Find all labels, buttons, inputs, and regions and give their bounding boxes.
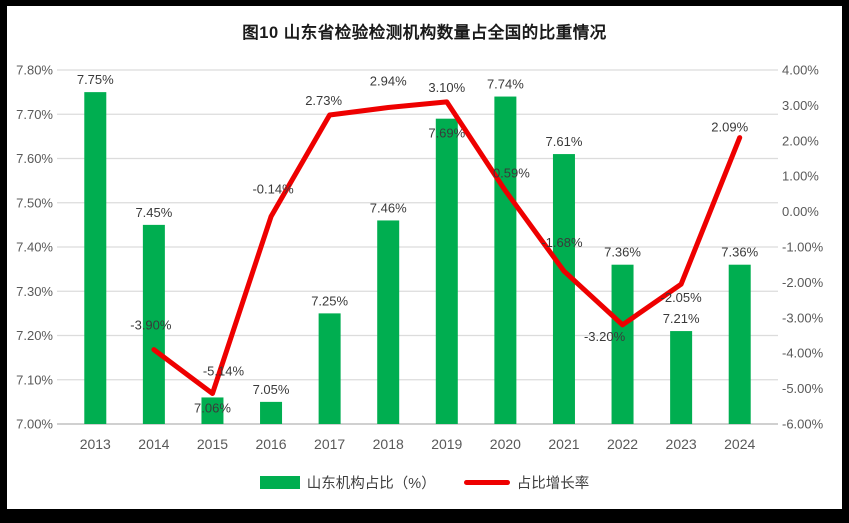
line-value-label: -0.14% [252, 182, 294, 197]
x-axis-label: 2023 [666, 436, 697, 452]
line-value-label: 3.10% [428, 80, 465, 95]
line-value-label: -5.14% [203, 364, 245, 379]
bar-2019 [435, 118, 458, 425]
bar-2017 [318, 313, 341, 424]
x-axis-label: 2015 [197, 436, 228, 452]
right-axis-tick-label: 0.00% [782, 204, 819, 219]
bar-2014 [142, 224, 165, 424]
x-axis-label: 2017 [314, 436, 345, 452]
right-axis-tick-label: -1.00% [782, 240, 824, 255]
bar-value-label: 7.46% [370, 200, 407, 215]
bar-value-label: 7.45% [135, 205, 172, 220]
bar-2024 [728, 264, 751, 424]
chart-page: 图10 山东省检验检测机构数量占全国的比重情况 7.80% 7.70% 7.60% 7… [7, 6, 842, 509]
bar-2018 [377, 220, 400, 424]
right-axis-tick-label: 1.00% [782, 169, 819, 184]
growth-rate-line [151, 99, 743, 397]
line-series-swatch-icon [463, 480, 510, 485]
left-axis-tick-label: 7.10% [16, 372, 53, 387]
left-axis-tick-label: 7.80% [16, 63, 53, 78]
bar-value-label: 7.61% [546, 134, 583, 149]
right-axis-tick-label: -3.00% [782, 310, 824, 325]
line-value-label: -2.05% [661, 290, 703, 305]
left-axis-tick-label: 7.40% [16, 240, 53, 255]
bar-value-label: 7.36% [604, 245, 641, 260]
line-value-label: 0.59% [493, 166, 530, 181]
line-value-label: -3.20% [584, 329, 626, 344]
left-axis-tick-label: 7.60% [16, 151, 53, 166]
line-value-label: 2.09% [711, 120, 748, 135]
bar-value-label: 7.36% [721, 245, 758, 260]
x-axis-label: 2013 [80, 436, 111, 452]
x-axis-label: 2014 [138, 436, 169, 452]
bar-value-label: 7.74% [487, 77, 524, 92]
right-axis-tick-label: 2.00% [782, 133, 819, 148]
bar-2016 [260, 401, 283, 424]
bar-value-label: 7.06% [194, 400, 231, 415]
legend-item-line-series: 占比增长率 [463, 472, 590, 493]
bar-value-label: 7.75% [77, 72, 114, 87]
bar-series-legend-label: 山东机构占比（%） [306, 476, 436, 492]
left-axis-tick-label: 7.30% [16, 284, 53, 299]
right-axis-tick-label: -2.00% [782, 275, 824, 290]
bar-2021 [552, 154, 575, 424]
bar-value-label: 7.25% [311, 293, 348, 308]
right-axis-tick-label: -6.00% [782, 417, 824, 432]
right-axis-tick-label: -5.00% [782, 381, 824, 396]
x-axis-label: 2018 [373, 436, 404, 452]
line-value-label: 2.94% [370, 74, 407, 89]
bar-2015 [201, 397, 224, 424]
bar-2013 [84, 92, 107, 424]
x-axis-label: 2016 [255, 436, 286, 452]
x-axis-label: 2019 [431, 436, 462, 452]
line-value-label: 2.73% [305, 93, 342, 108]
bar-2023 [670, 331, 693, 424]
legend-item-bar-series: 山东机构占比（%） [259, 472, 436, 493]
x-axis-label: 2021 [548, 436, 579, 452]
bar-value-label: 7.21% [663, 311, 700, 326]
x-axis-label: 2024 [724, 436, 755, 452]
x-axis-label: 2022 [607, 436, 638, 452]
right-axis-tick-label: -4.00% [782, 346, 824, 361]
left-axis-tick-label: 7.20% [16, 328, 53, 343]
left-axis-tick-label: 7.00% [16, 417, 53, 432]
bar-2020 [494, 96, 517, 425]
chart-legend: 山东机构占比（%） 占比增长率 [7, 472, 842, 493]
chart-title: 图10 山东省检验检测机构数量占全国的比重情况 [242, 24, 607, 42]
x-axis-label: 2020 [490, 436, 521, 452]
line-value-label: -3.90% [130, 318, 172, 333]
line-value-label: -1.68% [541, 235, 583, 250]
right-axis-tick-label: 4.00% [782, 63, 819, 78]
bar-value-label: 7.69% [428, 126, 465, 141]
bar-series-swatch-icon [259, 476, 300, 489]
chart-canvas: 7.80% 7.70% 7.60% 7.50% 7.40% 7.30% 7.20% 7.10%… [16, 63, 824, 453]
bar-value-label: 7.05% [253, 382, 290, 397]
line-series-legend-label: 占比增长率 [516, 476, 590, 492]
bar-2022 [611, 264, 634, 424]
left-axis-tick-label: 7.50% [16, 195, 53, 210]
left-axis-tick-label: 7.70% [16, 107, 53, 122]
right-axis-tick-label: 3.00% [782, 98, 819, 113]
